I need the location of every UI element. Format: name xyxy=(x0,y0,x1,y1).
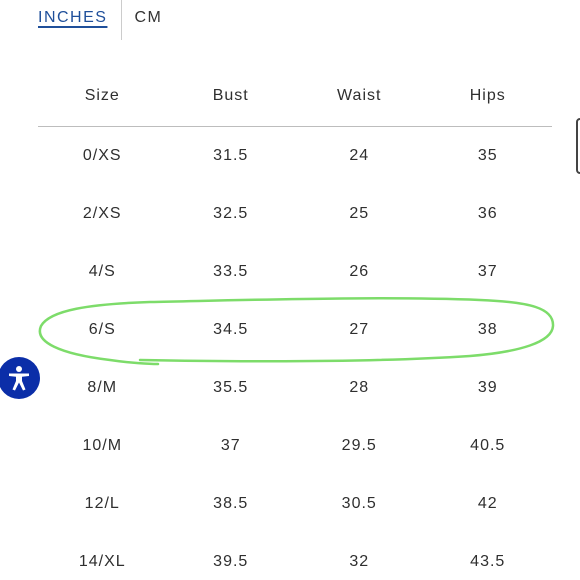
cell-size: 10/M xyxy=(82,437,123,454)
unit-tab-inches[interactable]: INCHES xyxy=(38,9,108,26)
unit-divider xyxy=(121,0,123,40)
cell-size: 4/S xyxy=(88,263,116,280)
table-row: 0/XS 31.5 24 35 xyxy=(38,127,552,186)
cell-bust: 38.5 xyxy=(213,495,249,512)
cell-size: 0/XS xyxy=(82,147,122,164)
accessibility-button[interactable] xyxy=(0,357,40,399)
cell-bust: 34.5 xyxy=(213,321,249,338)
cell-size: 6/S xyxy=(88,321,116,338)
cell-waist: 24 xyxy=(349,147,370,164)
cell-hips: 39 xyxy=(477,379,498,396)
accessibility-person-icon xyxy=(9,366,29,391)
size-chart-table: Size Bust Waist Hips 0/XS 31.5 24 35 2/X… xyxy=(38,66,552,580)
table-header-row: Size Bust Waist Hips xyxy=(38,66,552,127)
cell-waist: 29.5 xyxy=(341,437,377,454)
cell-size: 8/M xyxy=(87,379,118,396)
header-waist: Waist xyxy=(295,66,424,127)
table-row: 14/XL 39.5 32 43.5 xyxy=(38,533,552,580)
table-row: 2/XS 32.5 25 36 xyxy=(38,185,552,243)
table-row: 4/S 33.5 26 37 xyxy=(38,243,552,301)
table-row: 8/M 35.5 28 39 xyxy=(38,359,552,417)
cell-bust: 32.5 xyxy=(213,205,249,222)
cell-hips: 35 xyxy=(477,147,498,164)
cell-waist: 27 xyxy=(349,321,370,338)
table-row: 12/L 38.5 30.5 42 xyxy=(38,475,552,533)
scroll-handle[interactable] xyxy=(576,118,580,174)
cell-waist: 32 xyxy=(349,553,370,570)
cell-hips: 37 xyxy=(477,263,498,280)
cell-waist: 30.5 xyxy=(341,495,377,512)
cell-bust: 33.5 xyxy=(213,263,249,280)
cell-bust: 31.5 xyxy=(213,147,249,164)
cell-hips: 43.5 xyxy=(470,553,506,570)
cell-size: 2/XS xyxy=(82,205,122,222)
cell-bust: 37 xyxy=(220,437,241,454)
unit-tab-cm[interactable]: CM xyxy=(134,9,163,26)
header-hips: Hips xyxy=(423,66,552,127)
cell-hips: 42 xyxy=(477,495,498,512)
cell-size: 12/L xyxy=(84,495,120,512)
table-row-highlighted: 6/S 34.5 27 38 xyxy=(38,301,552,359)
cell-bust: 35.5 xyxy=(213,379,249,396)
header-bust: Bust xyxy=(166,66,295,127)
unit-toggle: INCHES CM xyxy=(38,0,162,40)
cell-hips: 38 xyxy=(477,321,498,338)
header-size: Size xyxy=(38,66,167,127)
cell-waist: 25 xyxy=(349,205,370,222)
cell-bust: 39.5 xyxy=(213,553,249,570)
cell-size: 14/XL xyxy=(78,553,126,570)
cell-waist: 26 xyxy=(349,263,370,280)
cell-hips: 36 xyxy=(477,205,498,222)
cell-waist: 28 xyxy=(349,379,370,396)
table-row: 10/M 37 29.5 40.5 xyxy=(38,417,552,475)
cell-hips: 40.5 xyxy=(470,437,506,454)
